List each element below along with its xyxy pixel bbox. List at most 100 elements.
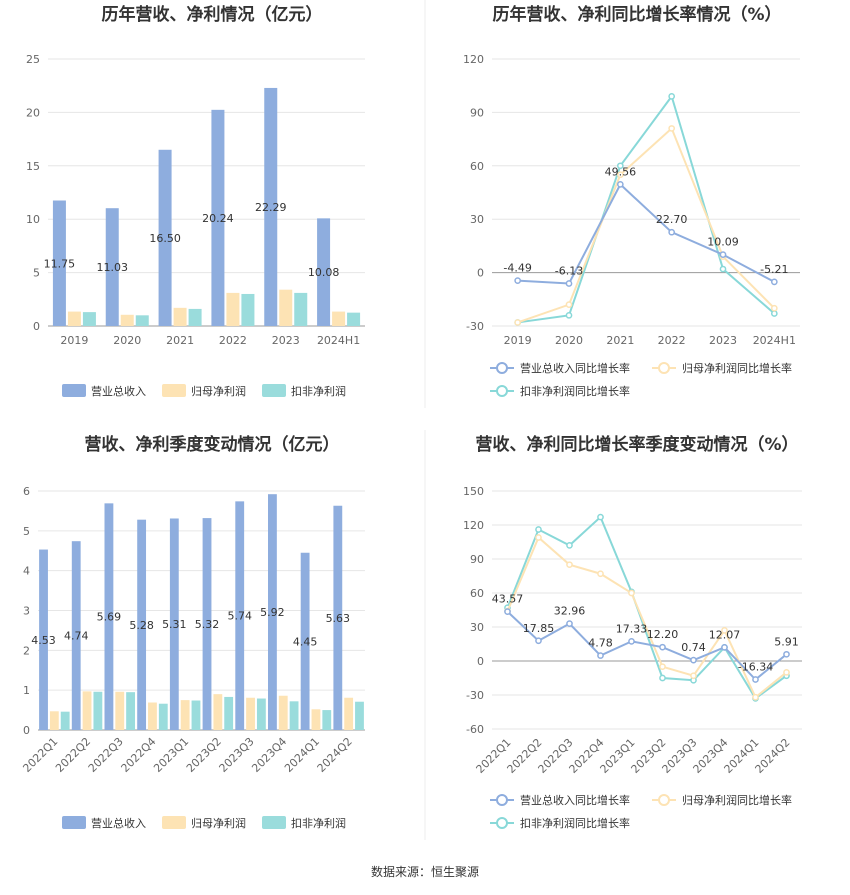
bar-3 — [294, 292, 308, 326]
chart-title-3: 营收、净利季度变动情况（亿元） — [85, 434, 340, 455]
y-tick-label: 1 — [23, 684, 30, 697]
series-point-1 — [752, 676, 759, 683]
bar-2 — [332, 311, 346, 326]
series-point-2 — [770, 304, 778, 312]
x-tick-label: 2023Q1 — [151, 735, 191, 775]
bar-2 — [278, 695, 288, 730]
bar-3 — [126, 692, 135, 730]
y-tick-label: -60 — [466, 723, 484, 736]
legend-marker — [496, 385, 508, 397]
series-point-2 — [752, 693, 759, 701]
series-line-1 — [517, 182, 775, 285]
bar-2 — [246, 697, 255, 730]
series-line-2 — [517, 126, 776, 324]
data-label: -4.49 — [503, 262, 531, 275]
x-tick-label: 2024Q2 — [753, 736, 793, 776]
bar-2 — [279, 289, 293, 326]
data-label: 4.78 — [588, 637, 613, 650]
legend-marker — [496, 362, 508, 374]
data-label: 4.45 — [293, 635, 318, 648]
data-label: 43.57 — [492, 593, 524, 606]
bar-2 — [148, 702, 157, 730]
y-tick-label: 25 — [26, 53, 40, 66]
series-point-1 — [597, 652, 604, 659]
series-point-2 — [659, 663, 666, 671]
legend-swatch — [162, 384, 186, 397]
x-tick-label: 2022 — [219, 334, 247, 347]
data-label: 17.85 — [523, 622, 555, 635]
series-point-3 — [566, 542, 573, 549]
bar-2 — [82, 691, 92, 730]
y-tick-label: 6 — [23, 485, 30, 498]
legend-label: 扣非净利润同比增长率 — [520, 816, 630, 830]
bar-2 — [120, 314, 134, 326]
x-tick-label: 2019 — [60, 334, 88, 347]
bar-3 — [158, 703, 168, 730]
data-label: 5.91 — [774, 635, 799, 648]
series-point-3 — [616, 162, 624, 170]
legend-label: 归母净利润同比增长率 — [682, 793, 792, 807]
series-point-1 — [783, 650, 790, 658]
series-point-2 — [668, 125, 676, 132]
data-label: 12.20 — [647, 628, 679, 641]
x-tick-label: 2023 — [272, 334, 300, 347]
y-tick-label: 20 — [26, 106, 40, 119]
bar-3 — [191, 700, 201, 730]
data-label: 0.74 — [681, 641, 706, 654]
bar-1 — [300, 552, 310, 730]
bar-3 — [188, 308, 202, 326]
data-label: 4.53 — [31, 634, 56, 647]
legend-label: 营业总收入同比增长率 — [520, 361, 630, 375]
series-point-1 — [719, 251, 727, 258]
x-tick-label: 2022Q3 — [86, 735, 126, 775]
bar-1 — [52, 200, 66, 326]
x-tick-label: 2019 — [504, 334, 532, 347]
legend-marker — [496, 794, 508, 806]
y-tick-label: 0 — [477, 267, 484, 280]
series-point-3 — [535, 526, 542, 533]
bar-2 — [67, 311, 81, 326]
data-label: 22.29 — [255, 201, 287, 214]
legend-label: 扣非净利润同比增长率 — [520, 384, 630, 398]
y-tick-label: 5 — [23, 525, 30, 538]
data-label: 5.28 — [129, 619, 154, 632]
bar-1 — [169, 518, 179, 730]
x-tick-label: 2020 — [113, 334, 141, 347]
bar-2 — [311, 709, 321, 730]
series-point-3 — [659, 674, 666, 682]
series-point-3 — [597, 513, 604, 521]
y-tick-label: 30 — [470, 213, 484, 226]
series-point-2 — [565, 301, 573, 308]
series-point-2 — [597, 570, 604, 578]
series-point-1 — [565, 280, 573, 287]
bar-2 — [49, 711, 59, 730]
series-point-3 — [565, 311, 573, 319]
legend-label: 营业总收入同比增长率 — [520, 793, 630, 807]
series-point-1 — [628, 638, 635, 645]
data-label: 5.74 — [227, 610, 252, 623]
y-tick-label: 5 — [33, 267, 40, 280]
series-point-1 — [770, 278, 778, 286]
bar-2 — [180, 700, 190, 730]
legend-swatch — [162, 816, 186, 829]
bar-1 — [71, 541, 81, 730]
legend-label: 扣非净利润 — [291, 816, 346, 830]
bar-3 — [256, 698, 266, 730]
legend-marker — [658, 362, 670, 374]
bar-1 — [158, 149, 172, 326]
legend-label: 营业总收入 — [91, 384, 146, 398]
x-tick-label: 2024H1 — [753, 334, 796, 347]
series-point-1 — [668, 228, 676, 236]
bar-3 — [93, 691, 103, 730]
legend-marker — [658, 794, 670, 806]
data-label: 22.70 — [656, 213, 688, 226]
series-point-1 — [535, 637, 542, 645]
data-label: 11.03 — [97, 261, 129, 274]
legend-label: 归母净利润 — [191, 816, 246, 830]
bar-2 — [213, 694, 223, 730]
series-point-1 — [721, 643, 728, 651]
y-tick-label: 90 — [470, 553, 484, 566]
series-point-1 — [504, 608, 511, 615]
legend-swatch — [262, 816, 286, 829]
